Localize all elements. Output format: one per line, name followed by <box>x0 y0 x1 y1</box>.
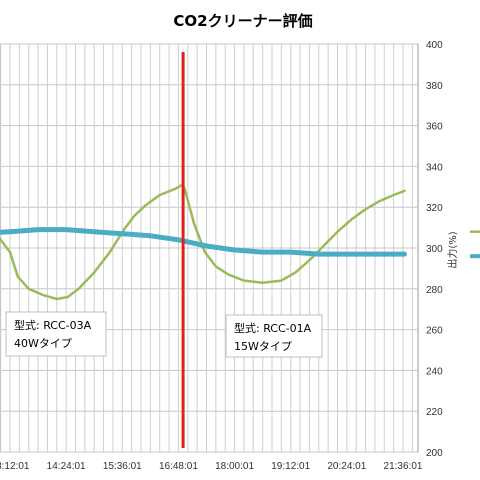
y-tick-label: 380 <box>426 81 443 92</box>
y-tick-label: 300 <box>426 244 443 255</box>
y-tick-label: 200 <box>426 448 443 459</box>
annotation-text-left: 40Wタイプ <box>14 337 72 350</box>
y-axis-ticks: 200 220 240 260 280 300 320 340 360 380 400 <box>426 40 443 459</box>
y-tick-label: 220 <box>426 407 443 418</box>
x-tick-label: 16:48:01 <box>159 461 198 472</box>
x-tick-label: 14:24:01 <box>47 461 86 472</box>
y-tick-label: 260 <box>426 326 443 337</box>
x-tick-label: 21:36:01 <box>384 461 423 472</box>
y-tick-label: 340 <box>426 162 443 173</box>
y-tick-label: 280 <box>426 285 443 296</box>
annotation-box-left <box>5 311 107 357</box>
x-tick-label: 18:00:01 <box>215 461 254 472</box>
y-tick-label: 240 <box>426 366 443 377</box>
grid <box>0 43 418 453</box>
annotation-layer: 型式: RCC-03A 40Wタイプ 型式: RCC-01A 15Wタイプ <box>5 311 323 358</box>
y-tick-label: 320 <box>426 203 443 214</box>
y-axis-title: 出力(%) <box>446 231 459 268</box>
annotation-box-right <box>225 314 323 358</box>
x-tick-label: 13:12:01 <box>0 461 30 472</box>
series-line-2 <box>0 227 407 257</box>
x-tick-label: 19:12:01 <box>271 461 310 472</box>
annotation-text-right: 15Wタイプ <box>234 340 292 353</box>
legend <box>470 230 480 259</box>
x-axis-ticks: 13:12:01 14:24:01 15:36:01 16:48:01 18:00:01… <box>0 461 423 472</box>
annotation-text-left: 型式: RCC-03A <box>14 318 92 332</box>
chart-title: CO2クリーナー評価 <box>173 12 312 30</box>
y-tick-label: 400 <box>426 40 443 51</box>
x-tick-label: 15:36:01 <box>103 461 142 472</box>
y-tick-label: 360 <box>426 122 443 133</box>
x-tick-label: 20:24:01 <box>327 461 366 472</box>
annotation-text-right: 型式: RCC-01A <box>234 321 312 335</box>
